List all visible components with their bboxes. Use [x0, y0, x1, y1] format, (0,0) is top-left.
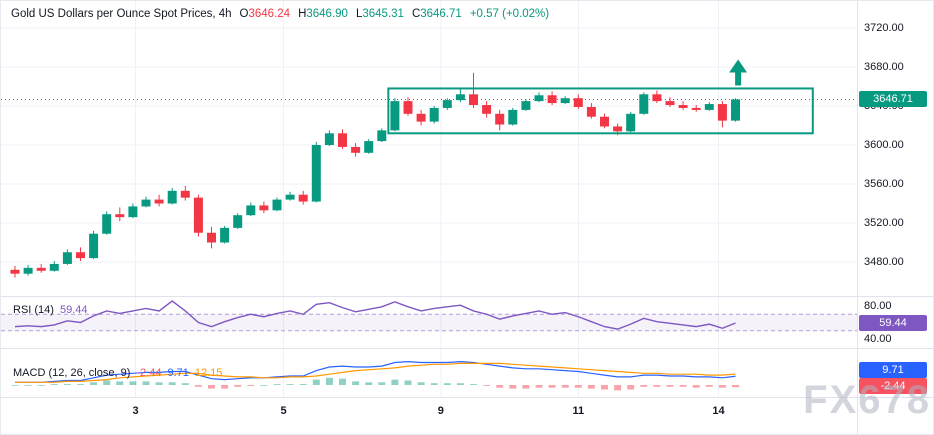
price-axis-label: 3600.00 [864, 139, 904, 151]
macd-signal-value: 12.15 [194, 367, 223, 379]
time-axis-label: 5 [280, 405, 287, 417]
rsi-axis-badge: 59.44 [859, 315, 927, 331]
price-axis[interactable]: 3720.003680.003640.003600.003560.003520.… [858, 1, 933, 434]
price-axis-label: 3560.00 [864, 178, 904, 190]
time-axis-label: 11 [572, 405, 585, 417]
price-axis-label: 3480.00 [864, 256, 904, 268]
high-label: H [298, 8, 307, 20]
time-axis-label: 14 [712, 405, 725, 417]
macd-label-text: MACD (12, 26, close, 9) [13, 367, 131, 379]
low-label: L [355, 8, 363, 20]
open-value: 3646.24 [248, 8, 291, 20]
macd-axis-badge: 9.71 [859, 362, 927, 378]
macd-hist-value: -2.44 [136, 367, 162, 379]
time-axis-label: 3 [132, 405, 139, 417]
price-axis-label: 3520.00 [864, 217, 904, 229]
close-value: 3646.71 [420, 8, 462, 20]
symbol-header: Gold US Dollars per Ounce Spot Prices, 4… [11, 8, 549, 20]
macd-indicator-label[interactable]: MACD (12, 26, close, 9) -2.44 9.71 12.15 [13, 367, 222, 379]
macd-hist-axis-badge: -2.44 [859, 378, 927, 394]
current-price-badge: 3646.71 [859, 91, 927, 107]
price-axis-label: 3720.00 [864, 22, 904, 34]
time-axis[interactable]: 3 5 9 11 14 [1, 397, 858, 434]
low-value: 3645.31 [362, 8, 404, 20]
symbol-title: Gold US Dollars per Ounce Spot Prices, 4… [11, 8, 232, 20]
rsi-axis-label: 40.00 [864, 333, 892, 345]
rsi-label-text: RSI (14) [13, 304, 54, 316]
rsi-axis-label: 80.00 [864, 300, 892, 312]
rsi-indicator-label[interactable]: RSI (14) 59.44 [13, 304, 88, 316]
open-label: O [239, 8, 249, 20]
high-value: 3646.90 [306, 8, 348, 20]
macd-line-value: 9.71 [167, 367, 189, 379]
time-axis-label: 9 [437, 405, 444, 417]
close-label: C [411, 8, 421, 20]
price-axis-label: 3680.00 [864, 61, 904, 73]
change-value: +0.57 (+0.02%) [469, 8, 550, 20]
rsi-value: 59.44 [59, 304, 88, 316]
